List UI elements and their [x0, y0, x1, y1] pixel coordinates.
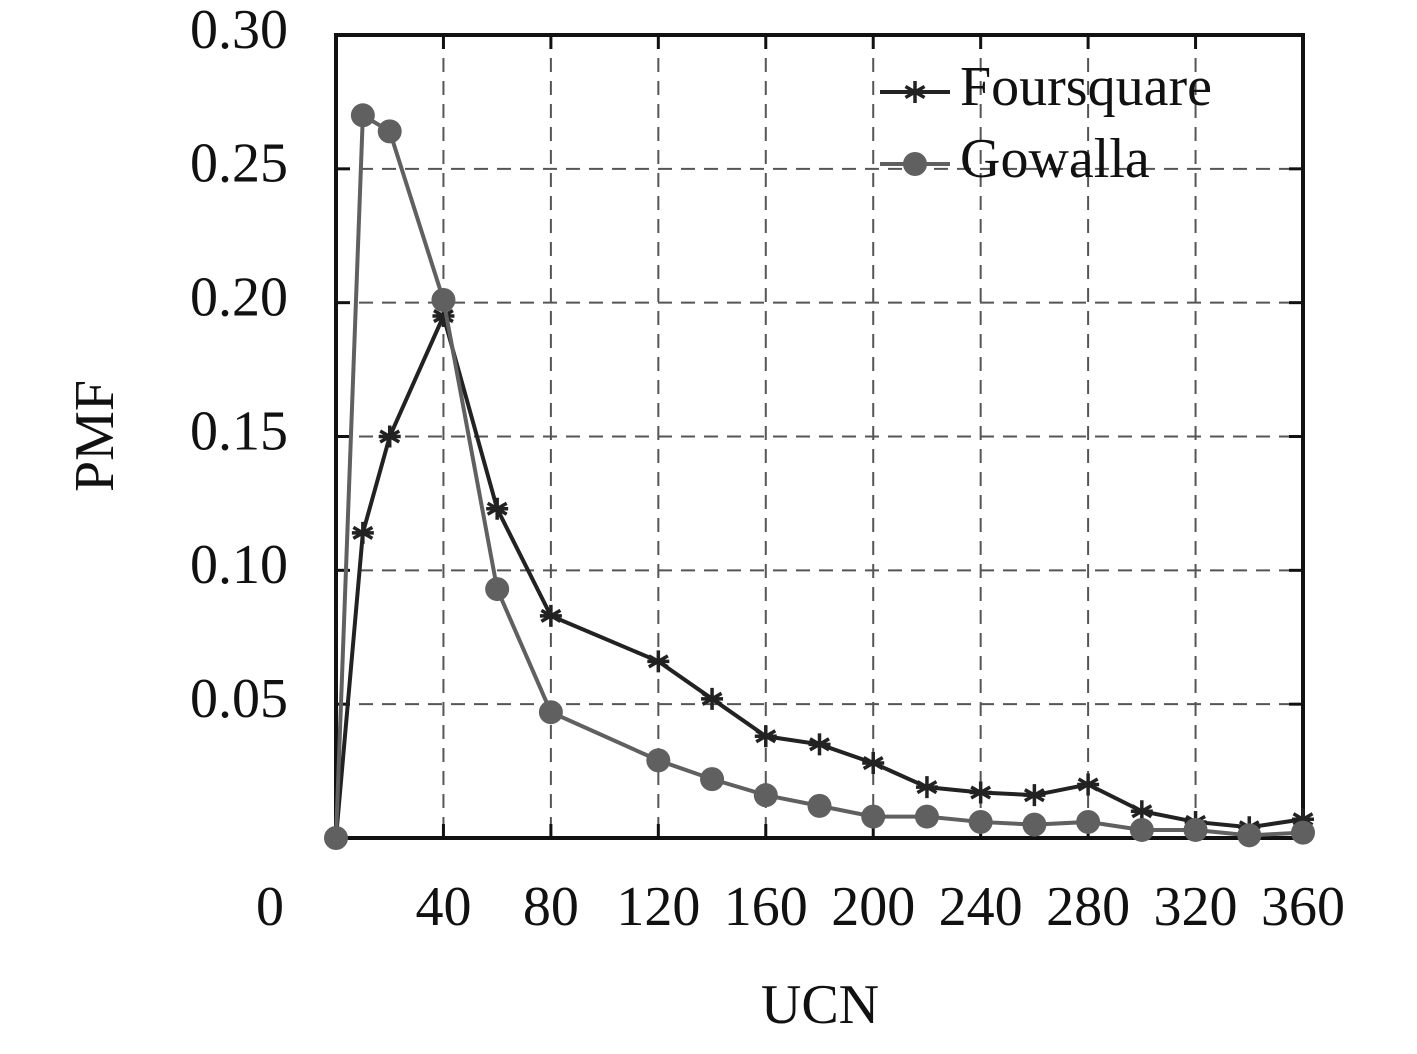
point — [1129, 817, 1154, 842]
point — [486, 497, 509, 520]
point — [969, 781, 992, 804]
point — [377, 119, 402, 144]
legend-marker — [903, 152, 927, 176]
x-tick-label: 320 — [1154, 876, 1238, 938]
point — [539, 604, 562, 627]
point — [1292, 808, 1314, 831]
series-line — [334, 111, 1304, 839]
legend-label: Gowalla — [960, 128, 1150, 190]
point — [915, 776, 938, 799]
x-tick-label: 280 — [1046, 876, 1130, 938]
point — [807, 793, 832, 818]
point — [378, 425, 401, 448]
series-line — [334, 310, 1304, 839]
point — [350, 103, 375, 128]
point — [1076, 809, 1101, 834]
point — [968, 809, 993, 834]
x-tick-label: 360 — [1261, 876, 1345, 938]
x-tick-label: 80 — [523, 876, 579, 938]
y-tick-label: 0.30 — [190, 0, 288, 61]
legend-marker — [904, 81, 926, 103]
point — [351, 521, 374, 544]
point — [700, 767, 725, 792]
y-tick-label: 0.10 — [190, 534, 288, 596]
x-tick-label: 240 — [939, 876, 1023, 938]
point — [1023, 784, 1046, 807]
point — [432, 305, 455, 328]
point — [1130, 800, 1153, 823]
x-tick-label: 0 — [256, 876, 284, 938]
y-tick-label: 0.25 — [190, 133, 288, 195]
x-tick-label: 120 — [616, 876, 700, 938]
point — [485, 577, 510, 602]
point — [1077, 773, 1100, 796]
x-tick-label: 160 — [724, 876, 808, 938]
point — [538, 700, 563, 725]
point — [753, 783, 778, 808]
point — [1183, 817, 1208, 842]
y-axis-label: PMF — [64, 380, 126, 492]
point — [861, 804, 886, 829]
point — [647, 650, 670, 673]
x-tick-label: 40 — [415, 876, 471, 938]
point — [701, 687, 724, 710]
point — [1237, 823, 1262, 848]
point — [862, 752, 885, 775]
point — [1291, 820, 1315, 845]
point — [914, 804, 939, 829]
point — [1022, 812, 1047, 837]
point — [646, 748, 671, 773]
point — [754, 725, 777, 748]
x-axis-label: UCN — [761, 974, 879, 1036]
point — [431, 287, 456, 312]
point — [808, 733, 831, 756]
y-tick-label: 0.20 — [190, 267, 288, 329]
y-tick-label: 0.05 — [190, 668, 288, 730]
legend-label: Foursquare — [960, 56, 1212, 118]
point — [324, 826, 348, 850]
plot-frame — [334, 33, 1305, 840]
y-tick-label: 0.15 — [190, 400, 288, 462]
x-tick-label: 200 — [831, 876, 915, 938]
